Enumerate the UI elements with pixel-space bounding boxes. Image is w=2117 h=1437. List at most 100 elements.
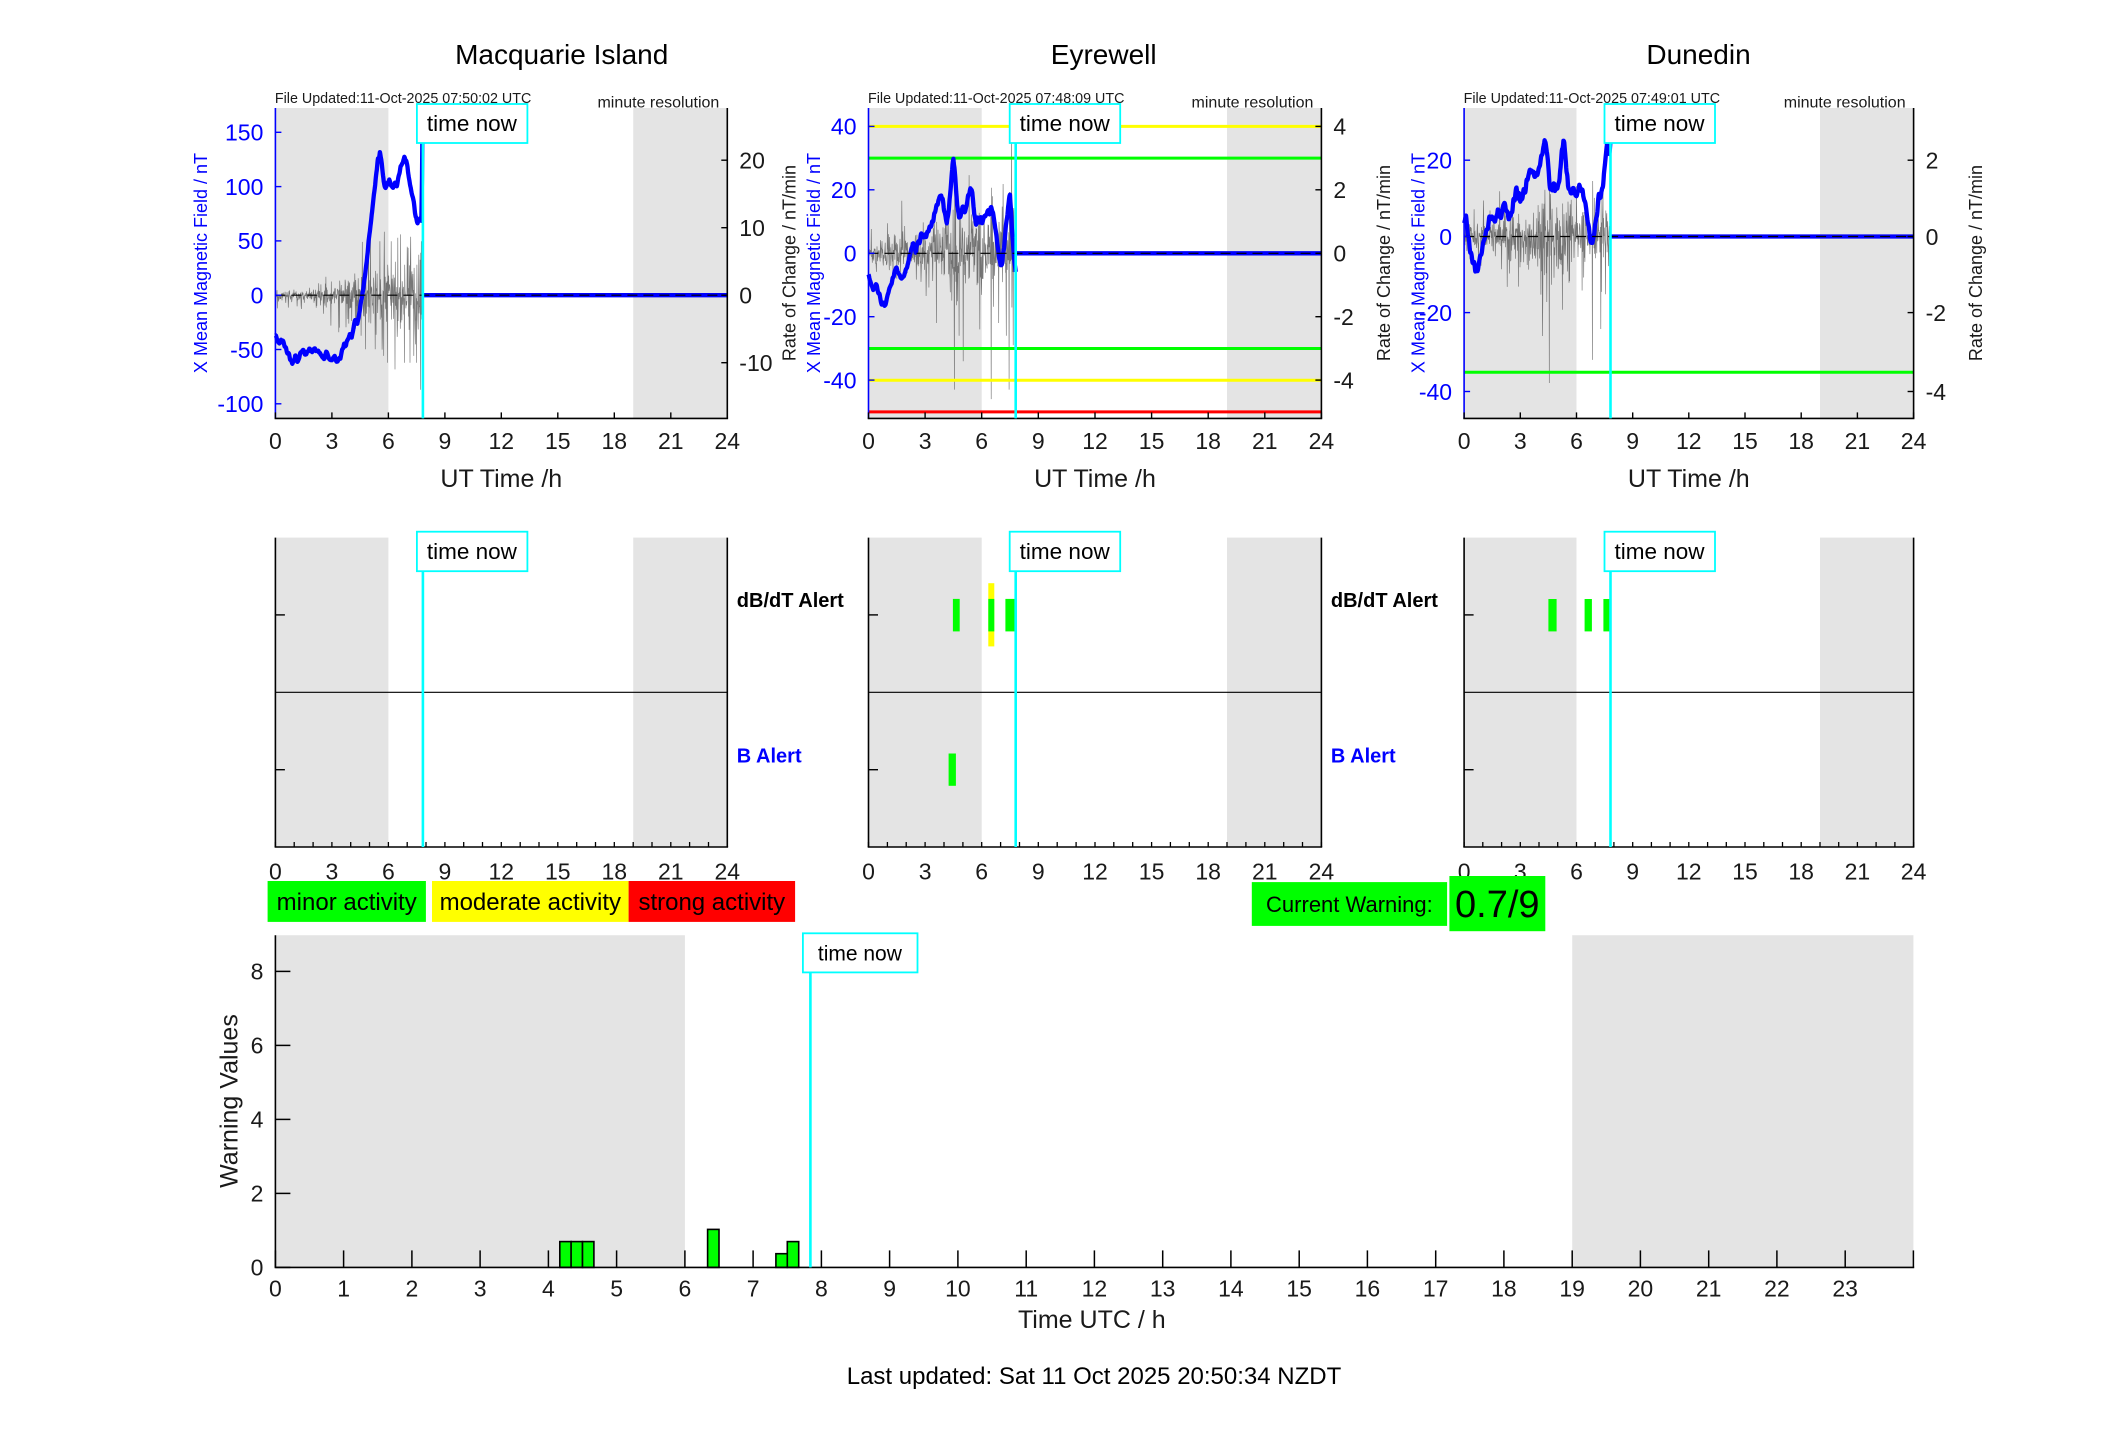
svg-text:Rate of Change / nT/min: Rate of Change / nT/min (780, 165, 800, 361)
svg-text:-100: -100 (217, 391, 263, 417)
svg-text:5: 5 (610, 1275, 623, 1301)
svg-text:3: 3 (326, 858, 339, 884)
svg-text:24: 24 (1309, 428, 1335, 454)
svg-text:12: 12 (1676, 858, 1702, 884)
svg-text:Eyrewell: Eyrewell (1051, 39, 1157, 70)
svg-text:12: 12 (1082, 858, 1108, 884)
svg-text:B Alert: B Alert (737, 746, 802, 768)
svg-text:0: 0 (269, 858, 282, 884)
svg-text:9: 9 (883, 1275, 896, 1301)
svg-text:-2: -2 (1333, 304, 1353, 330)
svg-text:Rate of Change / nT/min: Rate of Change / nT/min (1374, 165, 1394, 361)
svg-text:12: 12 (489, 858, 515, 884)
svg-text:11: 11 (1014, 1275, 1038, 1301)
svg-text:2: 2 (251, 1181, 264, 1207)
svg-text:0: 0 (1333, 241, 1346, 267)
svg-text:19: 19 (1559, 1275, 1585, 1301)
svg-text:0: 0 (844, 241, 857, 267)
svg-text:20: 20 (831, 177, 857, 203)
svg-text:18: 18 (1195, 428, 1221, 454)
svg-text:0: 0 (251, 283, 264, 309)
svg-text:9: 9 (1032, 428, 1045, 454)
svg-text:24: 24 (1901, 858, 1927, 884)
svg-text:strong activity: strong activity (638, 889, 785, 916)
svg-text:50: 50 (238, 228, 264, 254)
svg-text:X Mean Magnetic Field / nT: X Mean Magnetic Field / nT (1409, 153, 1429, 373)
svg-text:6: 6 (251, 1033, 264, 1059)
svg-text:dB/dT Alert: dB/dT Alert (737, 590, 844, 612)
svg-text:18: 18 (1788, 858, 1814, 884)
svg-text:Last updated: Sat 11 Oct 2025: Last updated: Sat 11 Oct 2025 20:50:34 N… (847, 1363, 1342, 1390)
svg-text:6: 6 (382, 858, 395, 884)
svg-text:4: 4 (251, 1107, 264, 1133)
svg-text:10: 10 (739, 215, 765, 241)
svg-text:time now: time now (427, 111, 518, 136)
svg-text:15: 15 (1732, 428, 1758, 454)
svg-text:6: 6 (1570, 858, 1583, 884)
svg-text:time now: time now (1614, 111, 1705, 136)
svg-text:time now: time now (818, 943, 903, 966)
svg-text:Dunedin: Dunedin (1646, 39, 1750, 70)
svg-text:18: 18 (1491, 1275, 1517, 1301)
svg-text:UT Time /h: UT Time /h (440, 465, 562, 493)
svg-text:0: 0 (269, 1275, 282, 1301)
svg-text:24: 24 (1309, 858, 1335, 884)
svg-text:8: 8 (251, 959, 264, 985)
svg-text:12: 12 (1082, 1275, 1108, 1301)
svg-text:2: 2 (1926, 148, 1939, 174)
svg-text:-4: -4 (1333, 367, 1354, 393)
svg-text:20: 20 (1427, 148, 1453, 174)
svg-text:0: 0 (251, 1255, 264, 1281)
svg-text:File Updated:11-Oct-2025 07:50: File Updated:11-Oct-2025 07:50:02 UTC (275, 91, 531, 107)
svg-text:-4: -4 (1926, 379, 1947, 405)
svg-text:time now: time now (427, 539, 518, 564)
svg-text:3: 3 (919, 428, 932, 454)
svg-text:150: 150 (225, 120, 263, 146)
svg-text:time now: time now (1020, 539, 1111, 564)
svg-text:21: 21 (1845, 858, 1871, 884)
svg-text:6: 6 (679, 1275, 692, 1301)
svg-text:6: 6 (975, 428, 988, 454)
svg-text:20: 20 (1628, 1275, 1654, 1301)
svg-text:15: 15 (1732, 858, 1758, 884)
svg-text:4: 4 (542, 1275, 555, 1301)
svg-text:6: 6 (975, 858, 988, 884)
svg-text:0.7/9: 0.7/9 (1455, 884, 1540, 926)
svg-text:moderate activity: moderate activity (440, 889, 621, 916)
svg-text:Current Warning:: Current Warning: (1266, 892, 1433, 917)
svg-text:1: 1 (337, 1275, 350, 1301)
svg-text:3: 3 (919, 858, 932, 884)
svg-text:9: 9 (439, 428, 452, 454)
svg-text:21: 21 (658, 428, 684, 454)
svg-text:21: 21 (1845, 428, 1871, 454)
svg-text:3: 3 (474, 1275, 487, 1301)
svg-text:File Updated:11-Oct-2025 07:48: File Updated:11-Oct-2025 07:48:09 UTC (868, 91, 1124, 107)
svg-text:time now: time now (1614, 539, 1705, 564)
svg-text:21: 21 (658, 858, 684, 884)
svg-text:16: 16 (1355, 1275, 1381, 1301)
svg-text:minute resolution: minute resolution (1784, 95, 1906, 112)
svg-text:15: 15 (1286, 1275, 1312, 1301)
svg-text:0: 0 (862, 428, 875, 454)
svg-text:0: 0 (269, 428, 282, 454)
svg-text:18: 18 (602, 428, 628, 454)
svg-text:22: 22 (1764, 1275, 1790, 1301)
svg-text:0: 0 (739, 283, 752, 309)
svg-text:100: 100 (225, 174, 263, 200)
svg-text:14: 14 (1218, 1275, 1244, 1301)
svg-text:X Mean Magnetic Field / nT: X Mean Magnetic Field / nT (191, 153, 211, 373)
svg-text:0: 0 (862, 858, 875, 884)
svg-text:2: 2 (1333, 177, 1346, 203)
svg-text:9: 9 (1032, 858, 1045, 884)
svg-text:40: 40 (831, 114, 857, 140)
svg-text:15: 15 (545, 858, 571, 884)
svg-text:6: 6 (1570, 428, 1583, 454)
svg-text:-2: -2 (1926, 300, 1946, 326)
svg-text:24: 24 (715, 858, 741, 884)
svg-text:B Alert: B Alert (1331, 746, 1396, 768)
svg-text:-20: -20 (1419, 300, 1452, 326)
svg-text:9: 9 (1626, 858, 1639, 884)
svg-text:24: 24 (715, 428, 741, 454)
svg-text:Macquarie Island: Macquarie Island (455, 39, 668, 70)
svg-text:-40: -40 (1419, 379, 1452, 405)
